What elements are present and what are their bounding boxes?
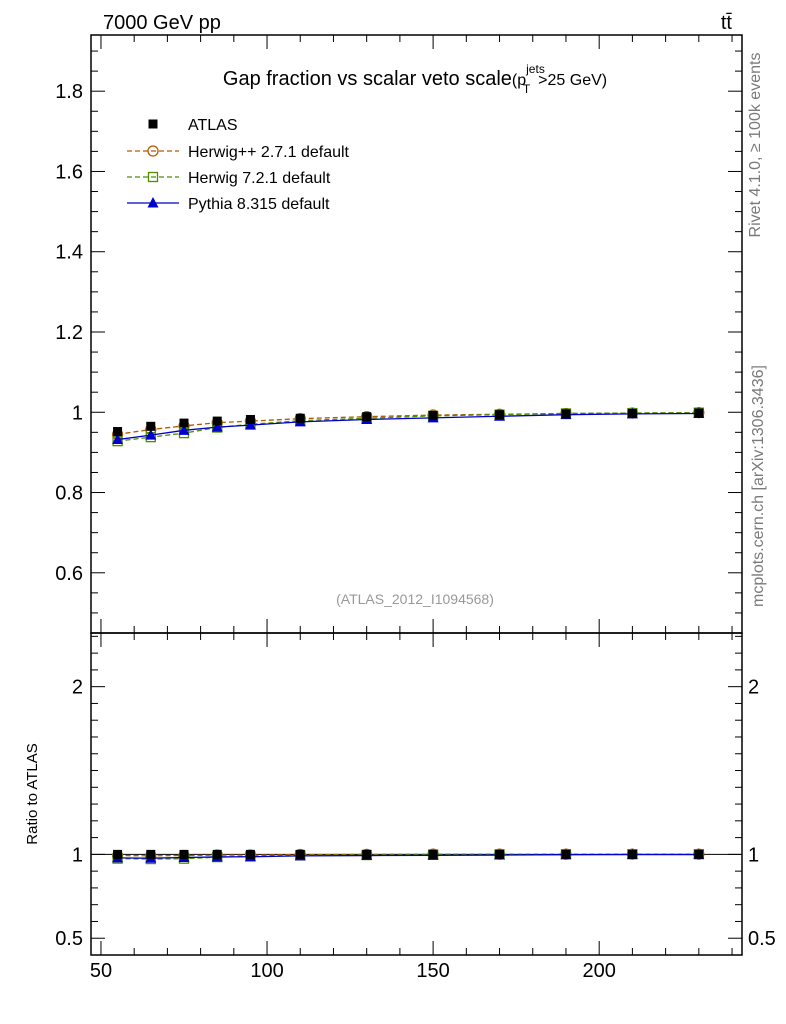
data-point bbox=[178, 424, 190, 435]
ratio-y-tick-label-right: 0.5 bbox=[748, 928, 776, 950]
ratio-frame bbox=[90, 632, 743, 956]
rivet-version-label: Rivet 4.1.0, ≥ 100k events bbox=[747, 53, 764, 238]
legend-label: Herwig 7.2.1 default bbox=[188, 170, 331, 187]
data-point bbox=[694, 408, 704, 418]
main-x-ticks bbox=[100, 35, 733, 633]
data-point bbox=[146, 421, 156, 431]
plot-title-close: >25 GeV) bbox=[538, 72, 607, 89]
ratio-point bbox=[212, 849, 222, 859]
legend-label: Herwig++ 2.7.1 default bbox=[188, 144, 350, 161]
data-point bbox=[362, 412, 372, 422]
data-point bbox=[295, 413, 305, 423]
ratio-point bbox=[495, 849, 505, 859]
data-point bbox=[245, 414, 255, 424]
main-series bbox=[111, 407, 705, 447]
main-panel: 0.6 0.8 1 1.2 1.4 1.6 1.8 Gap fraction vs scal… bbox=[55, 34, 743, 634]
data-point bbox=[112, 433, 124, 445]
series-line bbox=[117, 412, 699, 441]
ratio-point bbox=[694, 849, 704, 859]
data-point bbox=[495, 410, 505, 420]
x-tick-label: 50 bbox=[90, 960, 112, 982]
ratio-point bbox=[362, 849, 372, 859]
x-tick-labels: 50 100 150 200 bbox=[90, 960, 616, 982]
data-point bbox=[561, 409, 571, 419]
ratio-axis-label: Ratio to ATLAS bbox=[24, 743, 41, 844]
plot-title: Gap fraction vs scalar veto scale(pjets T… bbox=[223, 62, 607, 96]
main-y-tick-label: 1.2 bbox=[55, 322, 83, 344]
ratio-series bbox=[111, 848, 705, 865]
data-point bbox=[212, 416, 222, 426]
legend: ATLAS Herwig++ 2.7.1 default Herwig 7.2.1 … bbox=[127, 117, 350, 213]
data-point bbox=[627, 408, 637, 418]
ratio-y-tick-label-left: 2 bbox=[72, 677, 83, 699]
plot-title-sub: T bbox=[523, 82, 531, 96]
legend-marker bbox=[148, 119, 158, 129]
main-y-tick-label: 1 bbox=[72, 402, 83, 424]
data-point bbox=[145, 429, 157, 440]
ratio-series-line bbox=[117, 853, 699, 859]
ratio-y-ticks: 0.5 0.5 1 1 2 2 bbox=[55, 635, 776, 956]
plot-title-sup: jets bbox=[525, 62, 545, 76]
ratio-y-tick-label-right: 1 bbox=[748, 844, 759, 866]
main-y-tick-label: 1.8 bbox=[55, 81, 83, 103]
legend-marker bbox=[147, 145, 159, 157]
ratio-x-ticks bbox=[100, 633, 733, 955]
ratio-point bbox=[113, 849, 123, 859]
x-tick-label: 150 bbox=[416, 960, 449, 982]
mcplots-reference-label: mcplots.cern.ch [arXiv:1306.3436] bbox=[750, 365, 767, 607]
ratio-point bbox=[295, 849, 305, 859]
data-point bbox=[211, 421, 223, 432]
legend-marker bbox=[147, 197, 159, 208]
series-line bbox=[117, 412, 699, 435]
analysis-label: (ATLAS_2012_I1094568) bbox=[336, 591, 494, 607]
data-point bbox=[113, 427, 123, 437]
legend-marker bbox=[147, 171, 159, 183]
ratio-point bbox=[146, 849, 156, 859]
ratio-y-tick-label-left: 1 bbox=[72, 844, 83, 866]
data-point bbox=[179, 418, 189, 428]
ratio-panel: 0.5 0.5 1 1 2 2 Ratio to ATLAS bbox=[24, 632, 776, 956]
ratio-y-tick-label-right: 2 bbox=[748, 677, 759, 699]
plot-title-open: (p bbox=[512, 72, 526, 89]
ratio-y-tick-label-left: 0.5 bbox=[55, 928, 83, 950]
ratio-point bbox=[428, 849, 438, 859]
main-y-ticks: 0.6 0.8 1 1.2 1.4 1.6 1.8 bbox=[55, 50, 742, 634]
legend-label: Pythia 8.315 default bbox=[188, 196, 330, 213]
main-y-tick-label: 0.6 bbox=[55, 563, 83, 585]
ratio-point bbox=[627, 849, 637, 859]
energy-label: 7000 GeV pp bbox=[103, 12, 221, 34]
plot-title-main: Gap fraction vs scalar veto scale bbox=[223, 68, 512, 90]
x-tick-label: 100 bbox=[250, 960, 283, 982]
data-point bbox=[428, 410, 438, 420]
ratio-point bbox=[179, 849, 189, 859]
data-point bbox=[244, 419, 256, 430]
series-line bbox=[117, 412, 699, 442]
ratio-point bbox=[245, 849, 255, 859]
main-y-tick-label: 1.6 bbox=[55, 161, 83, 183]
x-tick-label: 200 bbox=[582, 960, 615, 982]
main-y-tick-label: 1.4 bbox=[55, 242, 83, 264]
main-y-tick-label: 0.8 bbox=[55, 483, 83, 505]
process-label: tt̄ bbox=[721, 12, 733, 34]
ratio-point bbox=[561, 849, 571, 859]
legend-label: ATLAS bbox=[188, 117, 238, 134]
